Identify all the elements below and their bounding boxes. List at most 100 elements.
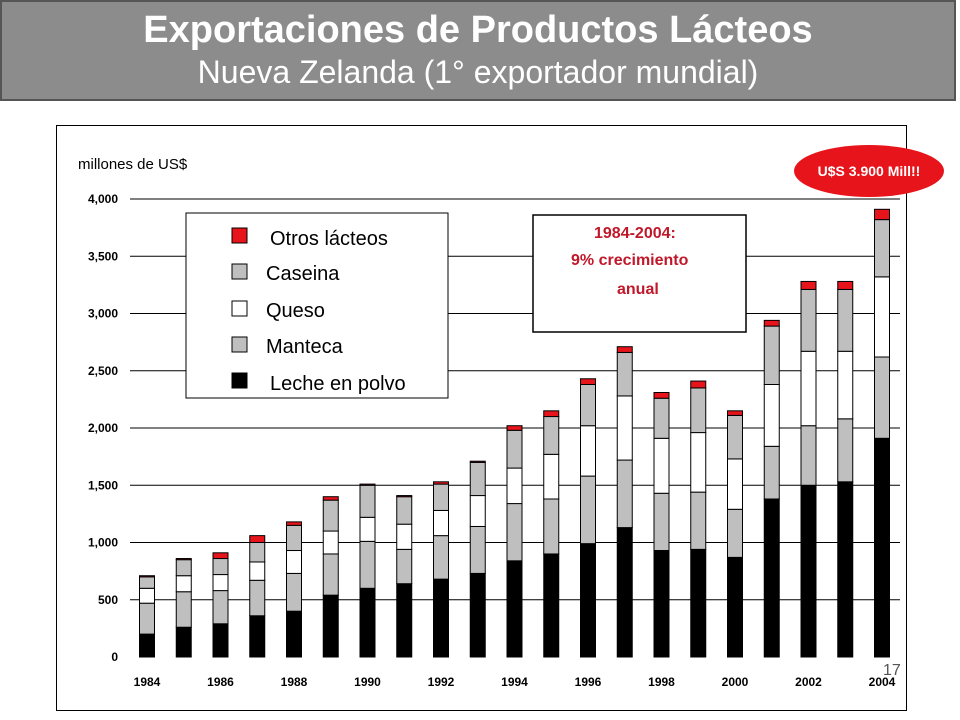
bar-segment-caseina-2003 (837, 288, 854, 352)
x-axis-ticks: 1984 1986 1988 1990 1992 1994 1996 1998 2000 2002… (134, 675, 896, 689)
bar-segment-caseina-1990 (359, 484, 376, 518)
bar-segment-otros-lacteos-1986 (212, 552, 229, 560)
bar-segment-leche-en-polvo-1997 (616, 527, 633, 658)
bar-segment-queso-1989 (322, 530, 339, 555)
bar-segment-leche-en-polvo-1987 (249, 615, 266, 658)
bar-segment-leche-en-polvo-1994 (506, 560, 523, 658)
legend-swatch-leche-en-polvo (231, 372, 248, 389)
bar-segment-otros-lacteos-1991 (396, 495, 413, 498)
growth-callout: 1984-2004: 9% crecimiento anual (532, 214, 747, 333)
bar-segment-caseina-1988 (286, 524, 302, 552)
y-tick-label: 1,000 (88, 536, 118, 550)
legend-swatch-caseina (231, 263, 248, 280)
x-tick-label: 1996 (575, 675, 602, 689)
y-tick-label: 0 (111, 650, 118, 664)
bar-segment-leche-en-polvo-2000 (727, 556, 743, 658)
bar-segment-caseina-1989 (322, 499, 339, 532)
bar-segment-otros-lacteos-2004 (874, 208, 890, 221)
x-tick-label: 1998 (648, 675, 675, 689)
bar-segment-manteca-1992 (433, 535, 449, 580)
bar-segment-leche-en-polvo-2002 (800, 484, 817, 658)
bar-segment-otros-lacteos-1995 (543, 410, 560, 418)
bar-segment-manteca-1987 (249, 579, 266, 617)
bar-segment-manteca-1986 (212, 590, 229, 625)
bar-segment-queso-1988 (286, 550, 302, 574)
bar-segment-leche-en-polvo-1995 (543, 553, 560, 658)
x-tick-label: 1992 (428, 675, 455, 689)
bar-segment-manteca-1994 (506, 503, 523, 562)
bar-segment-manteca-2001 (763, 445, 780, 500)
bar-segment-queso-1994 (506, 467, 523, 505)
bar-segment-queso-1992 (433, 509, 449, 537)
callout-box (532, 214, 747, 333)
bar-segment-manteca-2002 (800, 425, 817, 486)
bar-segment-leche-en-polvo-1985 (175, 626, 192, 658)
bar-segment-queso-1995 (543, 453, 560, 500)
bar-segment-manteca-2003 (837, 418, 854, 483)
bar-segment-leche-en-polvo-2001 (763, 498, 780, 658)
page-number: 17 (883, 662, 901, 679)
bar-segment-manteca-1984 (139, 602, 155, 635)
bar-stacks (139, 208, 890, 658)
bar-segment-queso-1990 (359, 516, 376, 542)
bar-segment-queso-2002 (800, 350, 817, 427)
x-tick-label: 1986 (207, 675, 234, 689)
total-badge: U$S 3.900 Mill!! (794, 145, 944, 197)
bar-segment-caseina-1998 (653, 397, 670, 439)
y-tick-label: 3,000 (88, 307, 118, 321)
legend-label-otros-lacteos: Otros lácteos (270, 228, 388, 250)
x-tick-label: 2000 (722, 675, 749, 689)
page-title: Exportaciones de Productos Lácteos (143, 9, 813, 51)
page-subtitle: Nueva Zelanda (1° exportador mundial) (197, 54, 759, 90)
bar-segment-otros-lacteos-1989 (322, 496, 339, 501)
y-tick-label: 1,500 (88, 478, 118, 492)
x-tick-label: 1984 (134, 675, 161, 689)
x-tick-label: 2002 (795, 675, 822, 689)
legend-box (185, 212, 449, 399)
bar-segment-otros-lacteos-2001 (763, 319, 780, 327)
bar-segment-otros-lacteos-1994 (506, 425, 523, 431)
bar-segment-otros-lacteos-1987 (249, 535, 266, 544)
bar-segment-queso-1991 (396, 523, 413, 550)
bar-segment-caseina-2000 (727, 414, 743, 460)
bar-segment-otros-lacteos-1990 (359, 483, 376, 486)
y-tick-label: 2,500 (88, 364, 118, 378)
bar-segment-otros-lacteos-1988 (286, 521, 302, 526)
bar-segment-leche-en-polvo-1990 (359, 587, 376, 658)
legend: Otros lácteos Caseina Queso Manteca Lech… (185, 212, 449, 399)
bar-segment-caseina-1986 (212, 558, 229, 576)
bar-segment-otros-lacteos-1996 (580, 378, 596, 385)
bar-segment-leche-en-polvo-1988 (286, 610, 302, 658)
y-tick-label: 4,000 (88, 192, 118, 206)
legend-swatch-otros-lacteos (231, 227, 248, 244)
bar-segment-otros-lacteos-2000 (727, 410, 743, 416)
bar-segment-otros-lacteos-2002 (800, 280, 817, 290)
bar-segment-otros-lacteos-1997 (616, 346, 633, 353)
bar-segment-otros-lacteos-1984 (139, 575, 155, 578)
bar-segment-queso-2000 (727, 458, 743, 510)
bar-segment-caseina-2002 (800, 288, 817, 352)
bar-segment-manteca-1999 (690, 491, 707, 550)
bar-segment-leche-en-polvo-1998 (653, 550, 670, 658)
x-tick-label: 1988 (281, 675, 308, 689)
y-tick-label: 2,000 (88, 421, 118, 435)
bar-segment-queso-2001 (763, 383, 780, 447)
y-axis-label: millones de US$ (78, 156, 188, 173)
x-tick-label: 2004 (869, 675, 896, 689)
bar-segment-queso-1998 (653, 437, 670, 494)
bar-segment-caseina-1994 (506, 429, 523, 469)
bar-segment-caseina-1987 (249, 542, 266, 563)
y-axis-ticks: 0 500 1,000 1,500 2,000 2,500 3,000 3,500 4,000 (88, 192, 118, 664)
bar-segment-caseina-2001 (763, 325, 780, 385)
bar-segment-manteca-1997 (616, 459, 633, 529)
legend-label-leche-en-polvo: Leche en polvo (270, 373, 406, 395)
bar-segment-caseina-1984 (139, 576, 155, 589)
bar-segment-caseina-1997 (616, 351, 633, 397)
bar-segment-leche-en-polvo-1993 (469, 572, 486, 658)
bar-segment-queso-1984 (139, 587, 155, 604)
bar-segment-caseina-2004 (874, 219, 890, 278)
bar-segment-leche-en-polvo-2004 (874, 437, 890, 658)
title-bar: Exportaciones de Productos Lácteos Nueva… (0, 0, 956, 101)
bar-segment-leche-en-polvo-1989 (322, 594, 339, 658)
total-badge-shape (794, 145, 944, 197)
